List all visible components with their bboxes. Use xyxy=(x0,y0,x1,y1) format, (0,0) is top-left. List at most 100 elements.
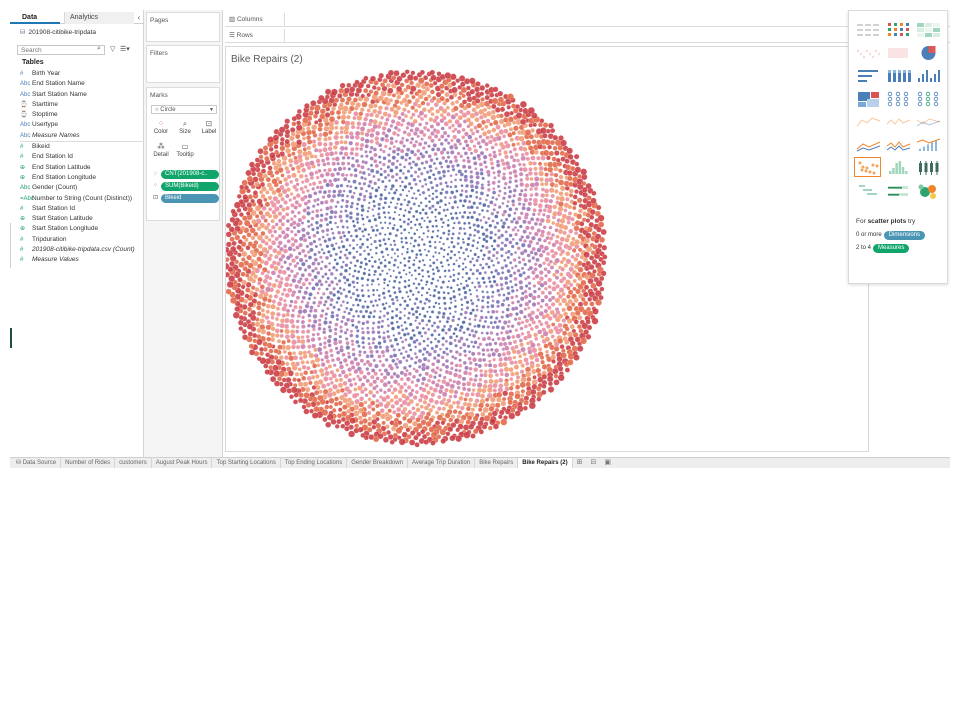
bubble-mark[interactable] xyxy=(534,324,540,330)
bubble-mark[interactable] xyxy=(362,234,365,238)
bubble-mark[interactable] xyxy=(422,232,426,235)
bubble-mark[interactable] xyxy=(455,138,461,144)
bubble-mark[interactable] xyxy=(457,374,463,380)
viz-view[interactable]: Bike Repairs (2) xyxy=(225,46,869,452)
bubble-mark[interactable] xyxy=(410,236,414,240)
bubble-mark[interactable] xyxy=(391,149,397,154)
bubble-mark[interactable] xyxy=(597,214,605,222)
bubble-mark[interactable] xyxy=(500,266,505,270)
bubble-mark[interactable] xyxy=(363,300,367,303)
bubble-mark[interactable] xyxy=(339,183,344,188)
bubble-mark[interactable] xyxy=(332,189,337,194)
bubble-mark[interactable] xyxy=(491,309,496,314)
bubble-mark[interactable] xyxy=(450,101,456,106)
bubble-mark[interactable] xyxy=(274,169,280,176)
bubble-mark[interactable] xyxy=(435,195,439,199)
show-me-text-table-icon[interactable] xyxy=(854,19,881,39)
bubble-mark[interactable] xyxy=(391,301,396,306)
bubble-mark[interactable] xyxy=(396,299,399,302)
bubble-mark[interactable] xyxy=(441,315,446,319)
field-item[interactable]: # End Station Id xyxy=(20,152,144,162)
bubble-mark[interactable] xyxy=(462,286,466,290)
bubble-mark[interactable] xyxy=(508,180,513,184)
bubble-mark[interactable] xyxy=(513,211,517,215)
bubble-mark[interactable] xyxy=(500,241,505,245)
bubble-mark[interactable] xyxy=(267,298,272,303)
bubble-mark[interactable] xyxy=(506,291,511,296)
bubble-mark[interactable] xyxy=(305,244,310,249)
bubble-mark[interactable] xyxy=(306,338,311,344)
bubble-mark[interactable] xyxy=(469,299,473,302)
bubble-mark[interactable] xyxy=(598,294,604,301)
bubble-mark[interactable] xyxy=(403,228,407,232)
bubble-mark[interactable] xyxy=(490,145,495,150)
bubble-mark[interactable] xyxy=(423,248,427,251)
field-item[interactable]: # Measure Values xyxy=(20,255,144,265)
field-pill[interactable]: Bikeid xyxy=(161,194,219,203)
bubble-mark[interactable] xyxy=(459,325,464,330)
bubble-mark[interactable] xyxy=(538,252,544,258)
bubble-mark[interactable] xyxy=(458,369,462,373)
bubble-mark[interactable] xyxy=(338,364,345,370)
bubble-mark[interactable] xyxy=(530,310,536,316)
bubble-mark[interactable] xyxy=(341,352,346,357)
new-dashboard-icon[interactable]: ⊟ xyxy=(590,459,597,466)
bubble-mark[interactable] xyxy=(261,205,267,212)
bubble-mark[interactable] xyxy=(449,180,453,184)
bubble-mark[interactable] xyxy=(304,277,309,282)
bubble-mark[interactable] xyxy=(370,256,374,259)
bubble-mark[interactable] xyxy=(422,242,426,247)
bubble-mark[interactable] xyxy=(428,194,431,198)
bubble-mark[interactable] xyxy=(360,276,365,281)
bubble-mark[interactable] xyxy=(473,252,477,257)
bubble-mark[interactable] xyxy=(490,396,496,403)
bubble-mark[interactable] xyxy=(419,201,423,205)
bubble-mark[interactable] xyxy=(377,206,381,211)
bubble-mark[interactable] xyxy=(410,273,414,277)
bubble-mark[interactable] xyxy=(546,214,551,219)
bubble-mark[interactable] xyxy=(411,160,416,164)
bubble-mark[interactable] xyxy=(554,275,560,280)
bubble-mark[interactable] xyxy=(465,283,470,288)
bubble-mark[interactable] xyxy=(360,136,365,142)
bubble-mark[interactable] xyxy=(422,347,427,351)
bubble-mark[interactable] xyxy=(388,146,392,151)
bubble-mark[interactable] xyxy=(503,258,507,263)
bubble-mark[interactable] xyxy=(301,136,307,141)
bubble-mark[interactable] xyxy=(352,191,356,195)
bubble-mark[interactable] xyxy=(536,155,541,161)
bubble-mark[interactable] xyxy=(528,402,536,410)
bubble-mark[interactable] xyxy=(481,295,485,299)
bubble-mark[interactable] xyxy=(256,171,263,178)
bubble-mark[interactable] xyxy=(340,416,346,422)
bubble-mark[interactable] xyxy=(343,330,348,335)
bubble-mark[interactable] xyxy=(462,240,466,244)
bubble-mark[interactable] xyxy=(420,294,424,297)
bubble-mark[interactable] xyxy=(270,218,275,224)
bubble-mark[interactable] xyxy=(399,193,403,197)
bubble-mark[interactable] xyxy=(371,288,376,292)
bubble-mark[interactable] xyxy=(487,139,493,145)
bubble-mark[interactable] xyxy=(358,349,362,354)
bubble-mark[interactable] xyxy=(465,300,470,305)
bubble-mark[interactable] xyxy=(541,145,547,150)
bubble-mark[interactable] xyxy=(489,134,494,139)
bubble-mark[interactable] xyxy=(360,165,365,170)
bubble-mark[interactable] xyxy=(252,190,258,196)
bubble-mark[interactable] xyxy=(493,320,498,325)
bubble-mark[interactable] xyxy=(415,82,422,89)
bubble-mark[interactable] xyxy=(524,176,530,182)
bubble-mark[interactable] xyxy=(313,252,317,257)
bubble-mark[interactable] xyxy=(357,270,361,274)
bubble-mark[interactable] xyxy=(448,417,454,423)
bubble-mark[interactable] xyxy=(538,270,544,275)
bubble-mark[interactable] xyxy=(322,190,327,195)
bubble-mark[interactable] xyxy=(349,234,353,238)
bubble-mark[interactable] xyxy=(519,342,524,348)
bubble-mark[interactable] xyxy=(500,219,503,222)
bubble-mark[interactable] xyxy=(343,87,351,94)
columns-shelf[interactable]: ▥ Columns xyxy=(225,13,950,27)
bubble-mark[interactable] xyxy=(484,94,490,101)
bubble-mark[interactable] xyxy=(333,258,337,262)
bubble-mark[interactable] xyxy=(499,247,504,252)
